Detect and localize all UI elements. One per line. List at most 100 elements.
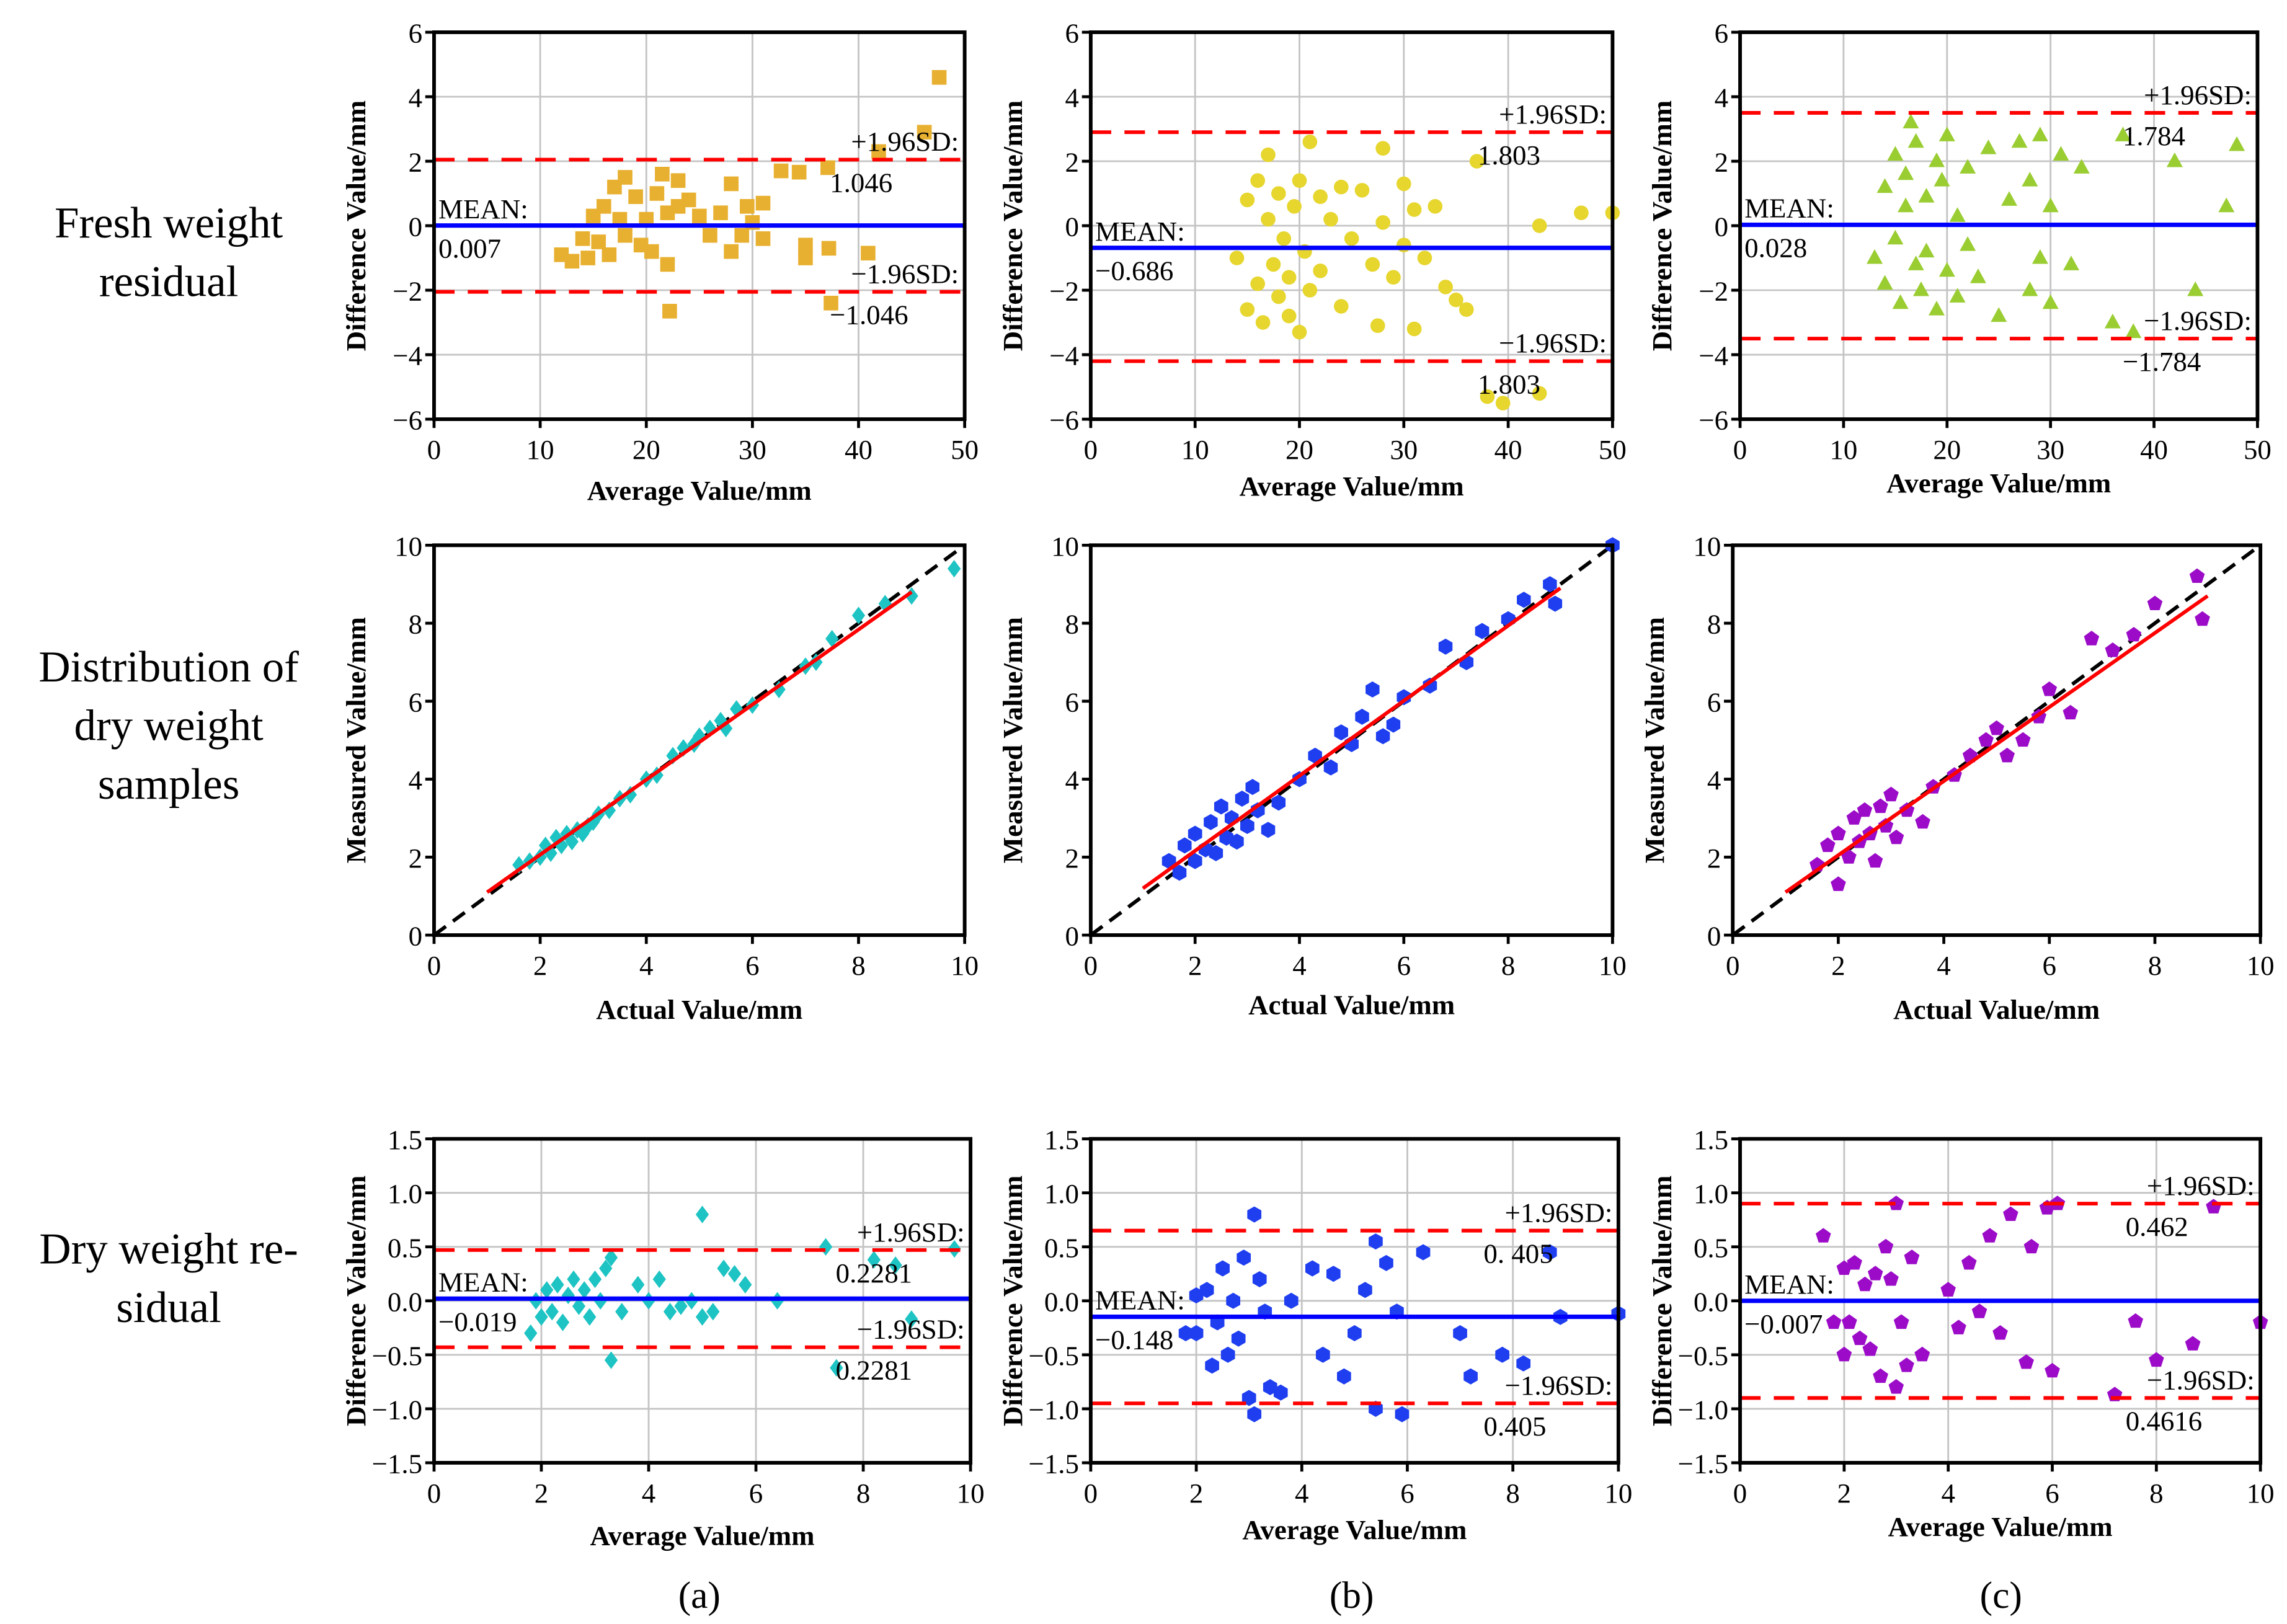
data-point-diamond	[947, 559, 961, 578]
mean-value: −0.148	[1095, 1324, 1173, 1356]
data-point-hexagon	[1205, 1357, 1219, 1374]
data-point-triangle	[1934, 172, 1950, 187]
data-point-triangle	[2053, 146, 2069, 161]
data-point-triangle	[1949, 207, 1966, 222]
data-point-hexagon	[1315, 1346, 1330, 1363]
y-tick-label: −0.5	[1029, 1340, 1079, 1371]
data-point-hexagon	[1305, 1260, 1320, 1277]
data-point-pentagon	[2023, 1238, 2040, 1254]
data-point-circle	[1406, 321, 1422, 337]
y-axis-title: Difference Value/mm	[997, 100, 1028, 351]
data-point-square	[591, 234, 606, 249]
x-tick-label: 6	[1400, 1478, 1414, 1509]
data-point-diamond	[727, 1265, 742, 1283]
data-point-hexagon	[1245, 779, 1259, 796]
data-point-triangle	[1929, 301, 1945, 316]
plot-frame	[1088, 543, 1615, 938]
data-point-circle	[1386, 270, 1401, 285]
x-tick-label: 10	[2247, 950, 2275, 981]
data-point-hexagon	[1204, 814, 1218, 830]
x-tick-label: 20	[633, 434, 660, 465]
data-point-hexagon	[1230, 833, 1244, 850]
data-point-hexagon	[1252, 1271, 1267, 1288]
data-point-circle	[1240, 302, 1255, 317]
data-point-circle	[1396, 176, 1411, 192]
data-point-circle	[1375, 215, 1390, 230]
data-point-diamond	[524, 1324, 538, 1342]
data-point-triangle	[1892, 294, 1909, 309]
fit-line	[486, 590, 913, 894]
data-point-square	[618, 170, 633, 185]
data-point-square	[773, 163, 789, 179]
data-point-diamond	[717, 1259, 731, 1277]
y-axis-title: Measured Value/mm	[997, 617, 1028, 863]
y-axis-title: Difference Value/mm	[340, 100, 371, 352]
y-tick-label: 2	[1065, 843, 1079, 874]
mean-value: 0.007	[438, 233, 501, 264]
data-point-hexagon	[1517, 592, 1531, 608]
data-point-triangle	[1887, 229, 1904, 245]
data-point-triangle	[2011, 133, 2028, 148]
x-tick-label: 40	[1494, 434, 1522, 465]
data-point-pentagon	[1989, 720, 2004, 735]
y-tick-label: 10	[394, 531, 422, 562]
data-point-circle	[1354, 182, 1370, 198]
x-tick-label: 0	[427, 434, 441, 465]
mean-label: MEAN:	[1744, 193, 1834, 224]
data-point-pentagon	[1846, 810, 1862, 825]
data-point-hexagon	[1495, 1346, 1509, 1363]
y-axis-title: Difference Value/mm	[997, 1176, 1028, 1427]
y-tick-label: 6	[1065, 18, 1079, 49]
y-axis-title: Difference Value/mm	[340, 1176, 371, 1427]
lower-sd-label: −1.96SD:	[857, 1313, 965, 1344]
y-tick-label: 2	[1065, 147, 1079, 178]
y-tick-label: 8	[409, 609, 422, 640]
data-point-square	[639, 211, 654, 227]
data-point-diamond	[905, 1310, 918, 1328]
data-point-pentagon	[1857, 1276, 1873, 1292]
y-tick-label: 6	[1707, 686, 1721, 717]
data-point-square	[660, 257, 675, 272]
data-point-hexagon	[1355, 708, 1369, 725]
data-point-pentagon	[2015, 732, 2031, 747]
data-point-square	[755, 195, 771, 211]
panel-3: 0 10 20 30 40 50 −6 −4 −2 0 2 4 6 MEAN: 0.028 +1.96SD: 1…	[1646, 18, 2271, 499]
data-point-hexagon	[1261, 822, 1276, 838]
x-axis-title: Average Value/mm	[587, 475, 812, 506]
data-point-pentagon	[2084, 631, 2100, 646]
y-tick-label: 1.5	[1044, 1124, 1079, 1155]
data-point-hexagon	[1284, 1292, 1299, 1309]
y-tick-label: 0.0	[1694, 1286, 1728, 1317]
data-point-pentagon	[2149, 1352, 2164, 1367]
x-tick-label: 6	[2045, 1478, 2059, 1509]
data-point-circle	[1532, 386, 1547, 401]
data-point-triangle	[1907, 133, 1924, 148]
x-axis-title: Average Value/mm	[1242, 1514, 1467, 1545]
data-point-circle	[1406, 202, 1422, 217]
data-point-triangle	[2115, 126, 2131, 141]
x-tick-label: 0	[427, 950, 441, 981]
data-point-pentagon	[1999, 747, 2015, 763]
y-tick-label: 2	[1715, 147, 1728, 178]
y-tick-label: 0	[1715, 211, 1728, 242]
data-point-hexagon	[1453, 1325, 1467, 1342]
data-point-square	[564, 254, 580, 269]
lower-sd-value: −1.784	[2123, 346, 2201, 377]
y-tick-label: 0	[1065, 921, 1079, 952]
y-tick-label: −6	[393, 405, 422, 436]
y-tick-label: 0	[1707, 921, 1721, 952]
y-tick-label: 0.5	[388, 1232, 422, 1263]
data-point-triangle	[1980, 140, 1997, 154]
data-point-circle	[1396, 237, 1411, 253]
data-point-pentagon	[1940, 1282, 1956, 1297]
upper-sd-value: 1.803	[1478, 140, 1540, 171]
data-point-triangle	[1918, 242, 1935, 258]
plot-frame	[432, 1137, 973, 1465]
row-label: samples	[98, 760, 239, 809]
data-point-hexagon	[1358, 1282, 1372, 1298]
data-point-triangle	[2187, 281, 2204, 296]
x-tick-label: 4	[1941, 1478, 1955, 1509]
data-point-square	[917, 125, 932, 140]
data-point-hexagon	[1348, 1325, 1362, 1342]
